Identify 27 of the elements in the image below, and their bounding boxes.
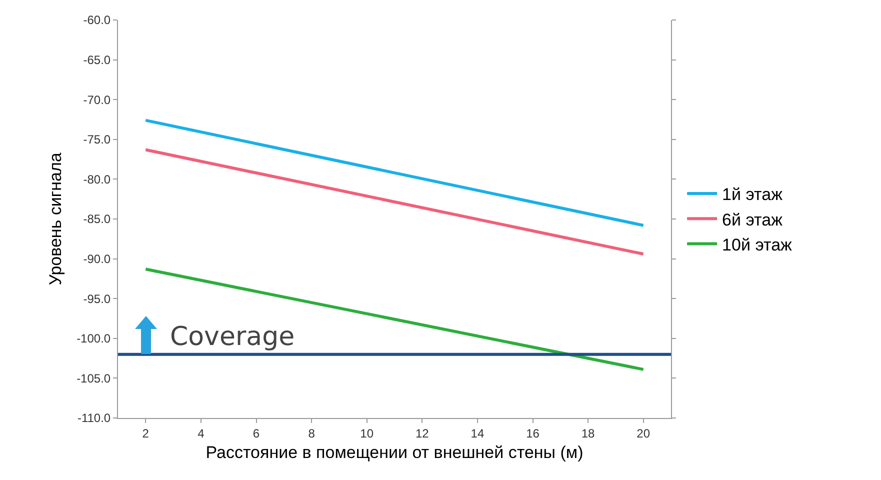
x-tick-label: 6 xyxy=(252,426,260,440)
y-tick-label: -110.0 xyxy=(77,411,111,426)
y-tick-label: -65.0 xyxy=(83,53,111,67)
x-axis-title: Расстояние в помещении от внешней стены (м) xyxy=(206,442,584,462)
y-tick-label: -60.0 xyxy=(83,13,111,28)
y-axis-title: Уровень сигнала xyxy=(46,152,66,286)
x-tick-label: 8 xyxy=(308,426,316,440)
y-tick-label: -100.0 xyxy=(76,332,111,346)
x-tick-label: 4 xyxy=(198,426,205,440)
x-tick-label: 16 xyxy=(526,426,540,440)
x-tick-label: 20 xyxy=(636,426,650,440)
x-tick-label: 14 xyxy=(470,426,484,440)
y-tick-label: -85.0 xyxy=(83,212,111,226)
y-tick-label: -95.0 xyxy=(83,292,111,306)
legend-label: 10й этаж xyxy=(722,235,793,254)
y-tick-label: -80.0 xyxy=(83,172,111,186)
y-tick-label: -75.0 xyxy=(83,132,111,147)
ref-line-label: Coverage xyxy=(170,322,295,352)
y-tick-label: -105.0 xyxy=(76,371,111,386)
legend-label: 1й этаж xyxy=(722,185,784,204)
x-tick-label: 10 xyxy=(360,426,374,440)
x-tick-label: 18 xyxy=(581,426,596,440)
y-tick-label: -70.0 xyxy=(83,92,111,107)
x-tick-label: 12 xyxy=(415,426,430,440)
y-tick-label: -90.0 xyxy=(83,252,111,266)
x-tick-label: 2 xyxy=(142,426,150,440)
legend-label: 6й этаж xyxy=(722,210,784,230)
